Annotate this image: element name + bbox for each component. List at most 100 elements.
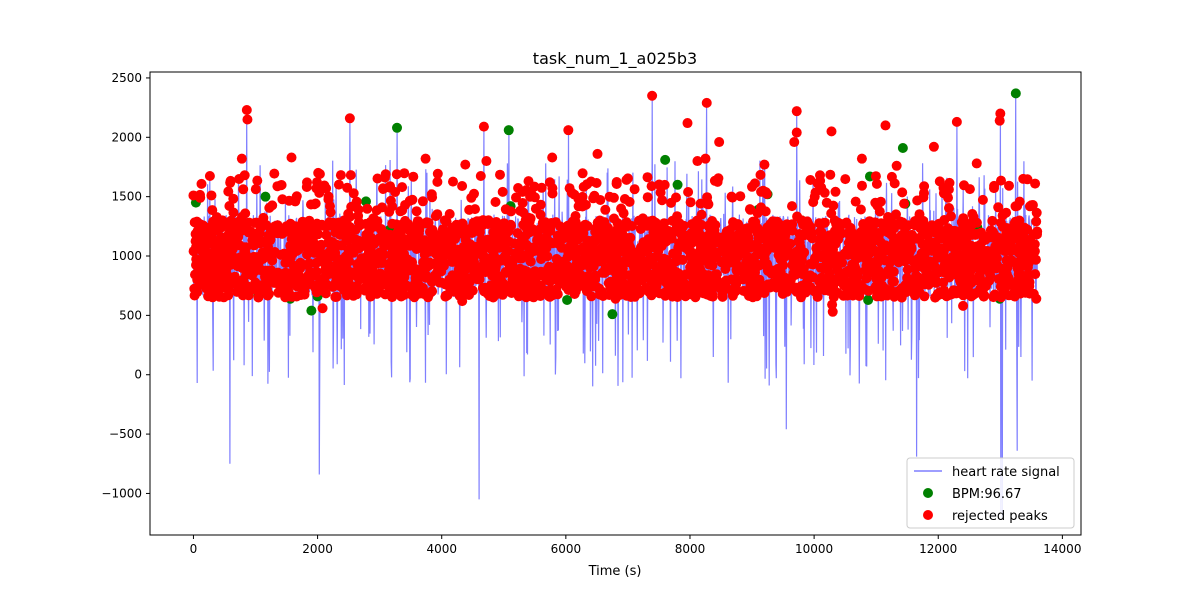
rejected-peak-point <box>512 228 523 239</box>
rejected-peak-point <box>958 300 969 311</box>
x-axis-label: Time (s) <box>588 564 642 579</box>
x-tick-label: 12000 <box>919 542 957 556</box>
rejected-peak-point <box>302 271 313 282</box>
rejected-peak-point <box>649 280 660 291</box>
rejected-peak-point <box>980 247 991 258</box>
rejected-peak-point <box>457 181 468 191</box>
rejected-peak-point <box>621 290 632 301</box>
rejected-peak-point <box>732 262 743 272</box>
rejected-peak-point <box>469 188 479 199</box>
rejected-peak-point <box>361 238 371 249</box>
rejected-peak-point <box>399 168 410 179</box>
rejected-peak-point <box>478 243 489 254</box>
rejected-peak-point <box>252 175 263 186</box>
rejected-peak-point <box>846 225 857 236</box>
rejected-peak-point <box>437 243 448 254</box>
rejected-peak-point <box>410 222 421 232</box>
rejected-peak-point <box>490 197 501 207</box>
rejected-peak-point <box>808 259 818 270</box>
rejected-peak-point <box>629 184 640 195</box>
rejected-peak-point <box>362 203 373 214</box>
rejected-peak-point <box>214 275 225 286</box>
rejected-peak-point <box>578 181 589 192</box>
rejected-peak-point <box>897 187 908 198</box>
rejected-peak-point <box>555 233 566 244</box>
rejected-peak-point <box>891 238 902 249</box>
rejected-peak-point <box>1030 269 1041 280</box>
rejected-peak-point <box>570 233 581 244</box>
rejected-peak-point <box>677 233 688 244</box>
accepted-peak-point <box>863 294 874 305</box>
rejected-peak-point <box>465 253 476 264</box>
rejected-peak-point <box>391 169 402 180</box>
rejected-peak-point <box>930 263 941 274</box>
rejected-peak-point <box>517 198 528 208</box>
rejected-peak-point <box>291 275 301 286</box>
rejected-peak-point <box>479 252 490 263</box>
rejected-peak-point <box>960 237 971 248</box>
rejected-peak-point <box>385 195 396 206</box>
rejected-peak-point <box>448 176 458 187</box>
rejected-peak-point <box>870 197 881 208</box>
rejected-peak-point <box>944 177 955 188</box>
rejected-peak-point <box>886 171 897 182</box>
rejected-peak-point <box>402 254 413 265</box>
rejected-peak-point <box>492 227 503 238</box>
legend-box <box>906 457 1075 529</box>
rejected-peak-point <box>529 225 540 236</box>
rejected-peak-point <box>658 288 669 299</box>
rejected-peak-point <box>506 206 516 217</box>
rejected-peak-point <box>493 254 504 265</box>
rejected-peak-point <box>236 281 247 292</box>
rejected-peak-point <box>780 235 791 246</box>
chart-title: task_num_1_a025b3 <box>533 49 697 69</box>
rejected-peak-point <box>848 240 859 251</box>
rejected-peak-point <box>478 121 489 132</box>
rejected-peak-point <box>685 197 696 208</box>
rejected-peak-point <box>738 285 749 296</box>
rejected-peak-point <box>250 184 261 195</box>
rejected-peak-point <box>790 257 801 267</box>
rejected-peak-point <box>659 236 670 247</box>
rejected-peak-point <box>252 236 263 247</box>
rejected-peak-point <box>431 230 442 241</box>
rejected-peak-point <box>373 249 384 260</box>
rejected-peak-point <box>882 265 893 276</box>
rejected-peak-point <box>749 178 760 189</box>
x-tick-label: 14000 <box>1043 542 1081 556</box>
rejected-peak-point <box>800 287 811 298</box>
plot-area-frame <box>149 71 1082 536</box>
accepted-peak-point <box>897 142 908 153</box>
rejected-peak-point <box>454 263 465 274</box>
rejected-peak-point <box>400 215 411 226</box>
rejected-peak-point <box>411 206 422 217</box>
rejected-peak-point <box>343 208 354 219</box>
rejected-peak-point <box>944 203 954 213</box>
rejected-peak-point <box>928 141 939 152</box>
rejected-peak-point <box>460 159 471 170</box>
rejected-peak-point <box>1004 278 1015 289</box>
rejected-peak-point <box>503 245 514 256</box>
rejected-peak-point <box>264 202 275 213</box>
rejected-peak-point <box>633 288 644 299</box>
rejected-peak-point <box>650 231 661 242</box>
rejected-peak-point <box>641 241 652 252</box>
rejected-peak-point <box>342 182 353 193</box>
rejected-peak-point <box>742 223 753 234</box>
rejected-peak-point <box>206 190 217 201</box>
rejected-peak-point <box>728 217 738 228</box>
rejected-peak-point <box>910 263 921 274</box>
rejected-peak-point <box>575 274 586 285</box>
rejected-peak-point <box>661 269 672 280</box>
accepted-peak-point <box>306 305 317 316</box>
rejected-peak-point <box>196 263 207 274</box>
rejected-peak-point <box>525 242 536 253</box>
rejected-peak-point <box>944 256 955 267</box>
rejected-peak-point <box>1031 293 1042 304</box>
rejected-peak-point <box>317 277 328 288</box>
rejected-peak-point <box>242 226 253 237</box>
rejected-peak-point <box>470 204 480 215</box>
rejected-peak-point <box>595 221 606 232</box>
rejected-peak-point <box>421 217 432 228</box>
